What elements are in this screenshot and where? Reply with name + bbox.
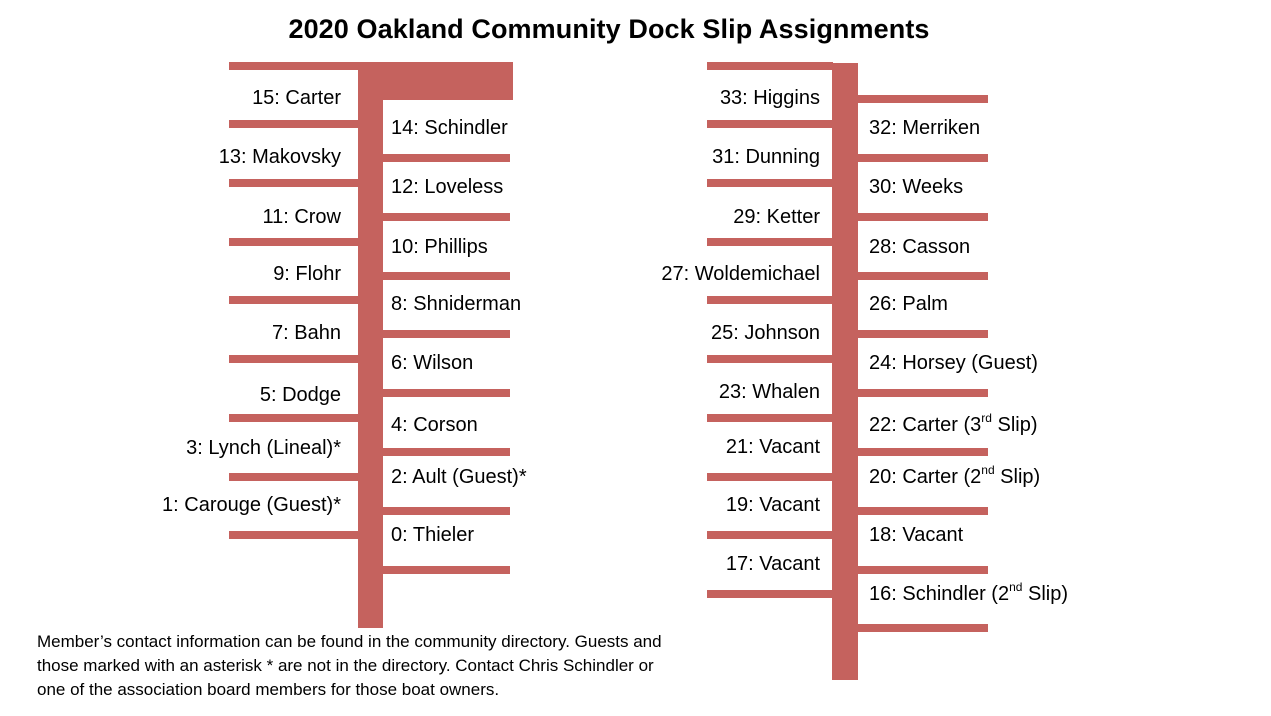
slip-label: 31: Dunning: [712, 146, 820, 168]
slip-label: 11: Crow: [262, 206, 341, 228]
right-dock-east-finger: [857, 389, 988, 397]
slip-label: 20: Carter (2nd Slip): [869, 463, 1041, 488]
right-dock-spine: [832, 63, 858, 680]
right-dock-west-finger: [707, 296, 833, 304]
slip-label: 17: Vacant: [725, 553, 820, 575]
left-dock-west-finger: [229, 179, 359, 187]
slip-label: 19: Vacant: [725, 494, 820, 516]
left-dock-west-finger: [229, 414, 359, 422]
right-dock-west-finger: [707, 414, 833, 422]
right-dock-east-finger: [857, 154, 988, 162]
left-dock-spine: [358, 62, 383, 628]
slip-label: 33: Higgins: [719, 87, 820, 109]
left-dock-west-finger: [229, 355, 359, 363]
slip-label: 30: Weeks: [869, 176, 964, 198]
slip-label: 18: Vacant: [869, 524, 964, 546]
slip-label: 32: Merriken: [869, 117, 981, 139]
page-title: 2020 Oakland Community Dock Slip Assignm…: [288, 14, 930, 44]
slip-label: 5: Dodge: [259, 384, 341, 406]
slip-label: 3: Lynch (Lineal)*: [186, 437, 341, 459]
slip-label: 16: Schindler (2nd Slip): [869, 580, 1069, 605]
slip-label: 1: Carouge (Guest)*: [162, 494, 341, 516]
left-dock-west-finger: [229, 120, 359, 128]
slip-label: 29: Ketter: [733, 206, 820, 228]
right-dock-east-finger: [857, 507, 988, 515]
slip-label: 21: Vacant: [725, 436, 820, 458]
left-dock-east-finger: [382, 448, 510, 456]
left-dock-east-finger: [382, 154, 510, 162]
left-dock-east-finger: [382, 389, 510, 397]
slip-label: 26: Palm: [869, 293, 948, 315]
right-dock-west-finger: [707, 120, 833, 128]
slip-label: 28: Casson: [869, 236, 971, 258]
slip-label: 0: Thieler: [391, 524, 475, 546]
slip-label: 14: Schindler: [391, 117, 508, 139]
directory-note-line: one of the association board members for…: [37, 680, 500, 699]
left-dock-east-finger: [382, 213, 510, 221]
right-dock-east-finger: [857, 624, 988, 632]
left-dock-west-finger: [229, 62, 359, 70]
slip-label: 25: Johnson: [711, 322, 820, 344]
right-dock-east-finger: [857, 330, 988, 338]
right-dock-west-finger: [707, 590, 833, 598]
slip-label: 22: Carter (3rd Slip): [869, 411, 1038, 436]
right-dock-west-finger: [707, 179, 833, 187]
right-dock-east-finger: [857, 272, 988, 280]
directory-note-line: those marked with an asterisk * are not …: [37, 656, 654, 675]
right-dock-east-finger: [857, 95, 988, 103]
right-dock-west-finger: [707, 355, 833, 363]
left-dock-west-finger: [229, 531, 359, 539]
slip-label: 7: Bahn: [272, 322, 341, 344]
left-dock-east-finger: [382, 330, 510, 338]
left-dock-west-finger: [229, 296, 359, 304]
slip-label: 27: Woldemichael: [661, 263, 820, 285]
right-dock-east-finger: [857, 566, 988, 574]
right-dock-west-finger: [707, 531, 833, 539]
right-dock-west-finger: [707, 62, 833, 70]
slip-label: 8: Shniderman: [391, 293, 522, 315]
slip-label: 15: Carter: [252, 87, 341, 109]
slip-label: 4: Corson: [391, 414, 478, 436]
right-dock-west-finger: [707, 238, 833, 246]
directory-note: Member’s contact information can be foun…: [37, 630, 797, 702]
directory-note-line: Member’s contact information can be foun…: [37, 632, 662, 651]
left-dock-head: [358, 62, 513, 100]
right-dock-east-finger: [857, 448, 988, 456]
slip-label: 9: Flohr: [273, 263, 341, 285]
slip-label: 24: Horsey (Guest): [869, 352, 1038, 374]
left-dock-east-finger: [382, 272, 510, 280]
slip-label: 13: Makovsky: [218, 146, 341, 168]
right-dock-east-finger: [857, 213, 988, 221]
slip-label: 6: Wilson: [391, 352, 474, 374]
slip-label: 2: Ault (Guest)*: [391, 466, 527, 488]
slip-label: 23: Whalen: [718, 381, 820, 403]
left-dock-west-finger: [229, 473, 359, 481]
slip-label: 12: Loveless: [391, 176, 504, 198]
right-dock-west-finger: [707, 473, 833, 481]
left-dock-east-finger: [382, 566, 510, 574]
left-dock-east-finger: [382, 507, 510, 515]
slip-label: 10: Phillips: [391, 236, 488, 258]
left-dock-west-finger: [229, 238, 359, 246]
